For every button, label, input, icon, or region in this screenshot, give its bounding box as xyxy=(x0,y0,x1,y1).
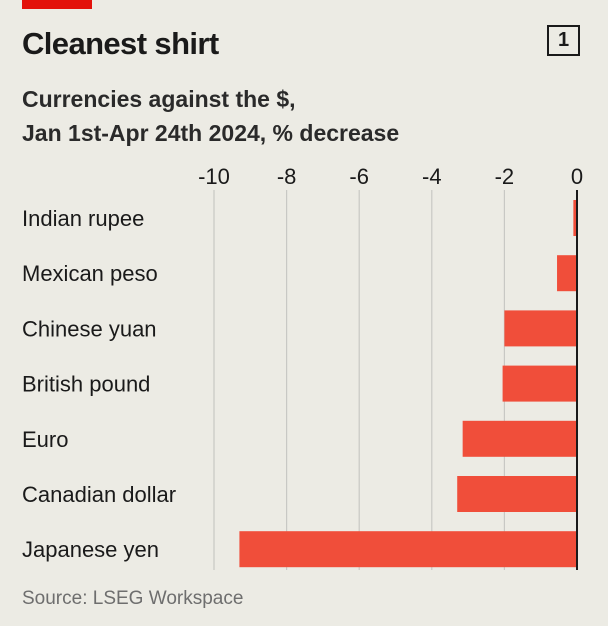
x-tick-label: 0 xyxy=(571,164,583,189)
x-tick-label: -8 xyxy=(277,164,297,189)
x-tick-label: -6 xyxy=(349,164,369,189)
x-tick-label: -10 xyxy=(198,164,230,189)
bar xyxy=(462,420,577,457)
category-label: Euro xyxy=(22,427,68,452)
bar xyxy=(502,365,577,402)
x-tick-label: -2 xyxy=(495,164,515,189)
bar xyxy=(573,200,577,236)
chart-subtitle: Currencies against the $, Jan 1st-Apr 24… xyxy=(22,82,399,150)
brand-red-tab xyxy=(22,0,92,9)
source-note: Source: LSEG Workspace xyxy=(22,588,244,609)
x-tick-label: -4 xyxy=(422,164,442,189)
category-label: Indian rupee xyxy=(22,206,144,231)
subtitle-line-1: Currencies against the $, xyxy=(22,86,296,112)
chart-number-badge: 1 xyxy=(547,25,580,56)
category-label: Mexican peso xyxy=(22,261,158,286)
bar xyxy=(457,476,577,512)
category-label: Canadian dollar xyxy=(22,482,176,507)
chart-title: Cleanest shirt xyxy=(22,26,219,61)
bar xyxy=(557,255,577,292)
bar xyxy=(239,531,577,568)
subtitle-line-2: Jan 1st-Apr 24th 2024, % decrease xyxy=(22,120,400,146)
category-label: Japanese yen xyxy=(22,537,159,562)
category-label: British pound xyxy=(22,372,150,397)
category-label: Chinese yuan xyxy=(22,316,157,341)
bar xyxy=(504,310,577,347)
